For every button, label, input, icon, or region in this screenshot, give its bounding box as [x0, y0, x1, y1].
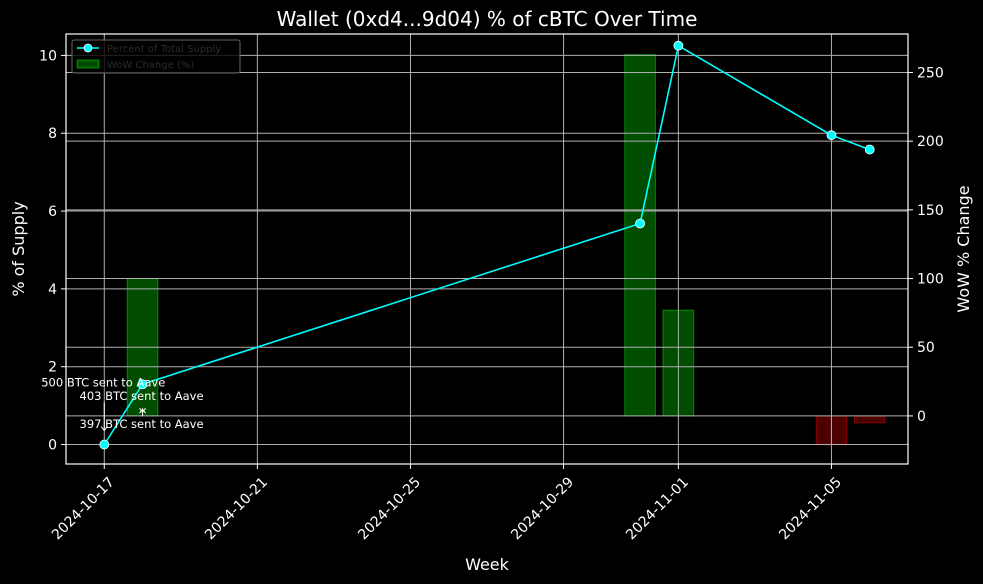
- y-tick-label-right: 50: [917, 340, 935, 356]
- x-tick-label: 2024-10-29: [508, 474, 577, 543]
- x-tick-label: 2024-10-25: [355, 474, 424, 543]
- chart-title: Wallet (0xd4...9d04) % of cBTC Over Time: [277, 7, 698, 31]
- annotation-arrowhead: [139, 408, 146, 414]
- legend-marker-swatch: [83, 43, 93, 53]
- percent-supply-point: [635, 218, 645, 229]
- wow-change-bar: [624, 54, 656, 417]
- percent-supply-point: [673, 40, 684, 51]
- y-tick-label-left: 6: [48, 204, 57, 220]
- percent-supply-point: [864, 144, 875, 155]
- y-tick-label-right: 0: [917, 409, 926, 425]
- y-axis-label-left: % of Supply: [9, 201, 28, 296]
- y-tick-label-left: 0: [48, 438, 57, 454]
- x-tick-label: 2024-11-05: [776, 474, 845, 543]
- x-axis-label: Week: [465, 555, 510, 574]
- y-tick-label-left: 4: [48, 282, 57, 298]
- y-tick-label-left: 10: [39, 48, 57, 64]
- legend-label: WoW Change (%): [107, 60, 194, 71]
- annotation-text: 403 BTC sent to Aave: [80, 389, 204, 403]
- legend-bar-swatch: [76, 59, 100, 69]
- percent-supply-point: [137, 379, 148, 390]
- percent-supply-point: [99, 439, 110, 450]
- plot-frame: [65, 33, 909, 465]
- x-tick-label: 2024-10-17: [49, 474, 118, 543]
- percent-supply-point: [826, 130, 837, 141]
- y-tick-label-right: 200: [917, 134, 944, 150]
- legend-box: [71, 39, 241, 74]
- annotation-text: 500 BTC sent to Aave: [41, 376, 165, 390]
- y-tick-label-right: 100: [917, 272, 944, 288]
- legend: Percent of Total Supply WoW Change (%): [71, 39, 241, 74]
- y-axis-label-right: WoW % Change: [954, 185, 973, 312]
- annotation-arrowhead: [100, 426, 108, 432]
- y-tick-label-right: 250: [917, 65, 944, 81]
- percent-supply-line: [103, 44, 870, 445]
- y-tick-label-left: 8: [48, 126, 57, 142]
- x-tick-label: 2024-10-21: [202, 474, 271, 543]
- y-tick-label-left: 2: [48, 360, 57, 376]
- y-tick-label-right: 150: [917, 203, 944, 219]
- x-tick-label: 2024-11-01: [623, 474, 692, 543]
- annotation-text: 397 BTC sent to Aave: [80, 417, 204, 431]
- wow-change-bar: [853, 415, 886, 424]
- legend-label: Percent of Total Supply: [107, 44, 221, 55]
